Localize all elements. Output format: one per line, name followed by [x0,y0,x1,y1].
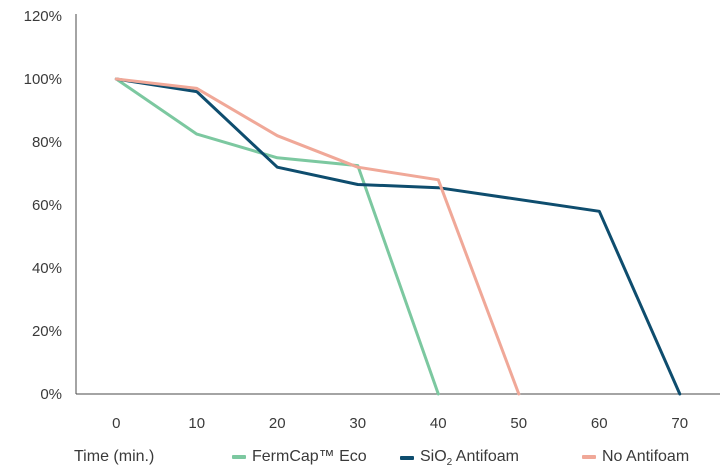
y-tick-label: 80% [32,134,62,151]
y-tick-label: 40% [32,260,62,277]
x-tick-label: 60 [591,415,608,432]
y-tick-labels: 0% 20% 40% 60% 80% 100% 120% [24,8,62,403]
chart-legend: Time (min.) FermCap™ Eco SiO2 Antifoam N… [0,448,724,472]
legend-item-sio2: SiO2 Antifoam [400,448,519,468]
x-tick-label: 70 [671,415,688,432]
legend-item-no-antifoam: No Antifoam [582,448,689,466]
series-line-1 [114,77,682,396]
y-tick-label: 0% [40,386,62,403]
x-tick-label: 30 [349,415,366,432]
chart-axes [75,14,720,395]
legend-label-fermcap: FermCap™ Eco [252,448,367,465]
chart-series [114,77,682,396]
x-tick-labels: 0 10 20 30 40 50 60 70 [112,415,688,432]
line-chart: 0% 20% 40% 60% 80% 100% 120% 0 10 20 30 40 50 60 70 [24,8,720,432]
legend-swatch-no-antifoam [582,455,596,459]
legend-item-fermcap: FermCap™ Eco [232,448,367,466]
legend-label-no-antifoam: No Antifoam [602,448,690,465]
y-tick-label: 120% [24,8,62,25]
x-tick-label: 20 [269,415,286,432]
x-tick-label: 50 [510,415,527,432]
legend-label-sio2: SiO2 Antifoam [420,448,519,469]
y-tick-label: 60% [32,197,62,214]
series-line-2 [114,77,521,396]
x-tick-label: 10 [188,415,205,432]
x-tick-label: 40 [430,415,447,432]
x-axis-label: Time (min.) [74,448,155,465]
legend-swatch-fermcap [232,455,246,459]
x-tick-label: 0 [112,415,120,432]
y-tick-label: 100% [24,71,62,88]
legend-swatch-sio2 [400,456,414,461]
y-tick-label: 20% [32,323,62,340]
series-line-0 [114,77,440,396]
